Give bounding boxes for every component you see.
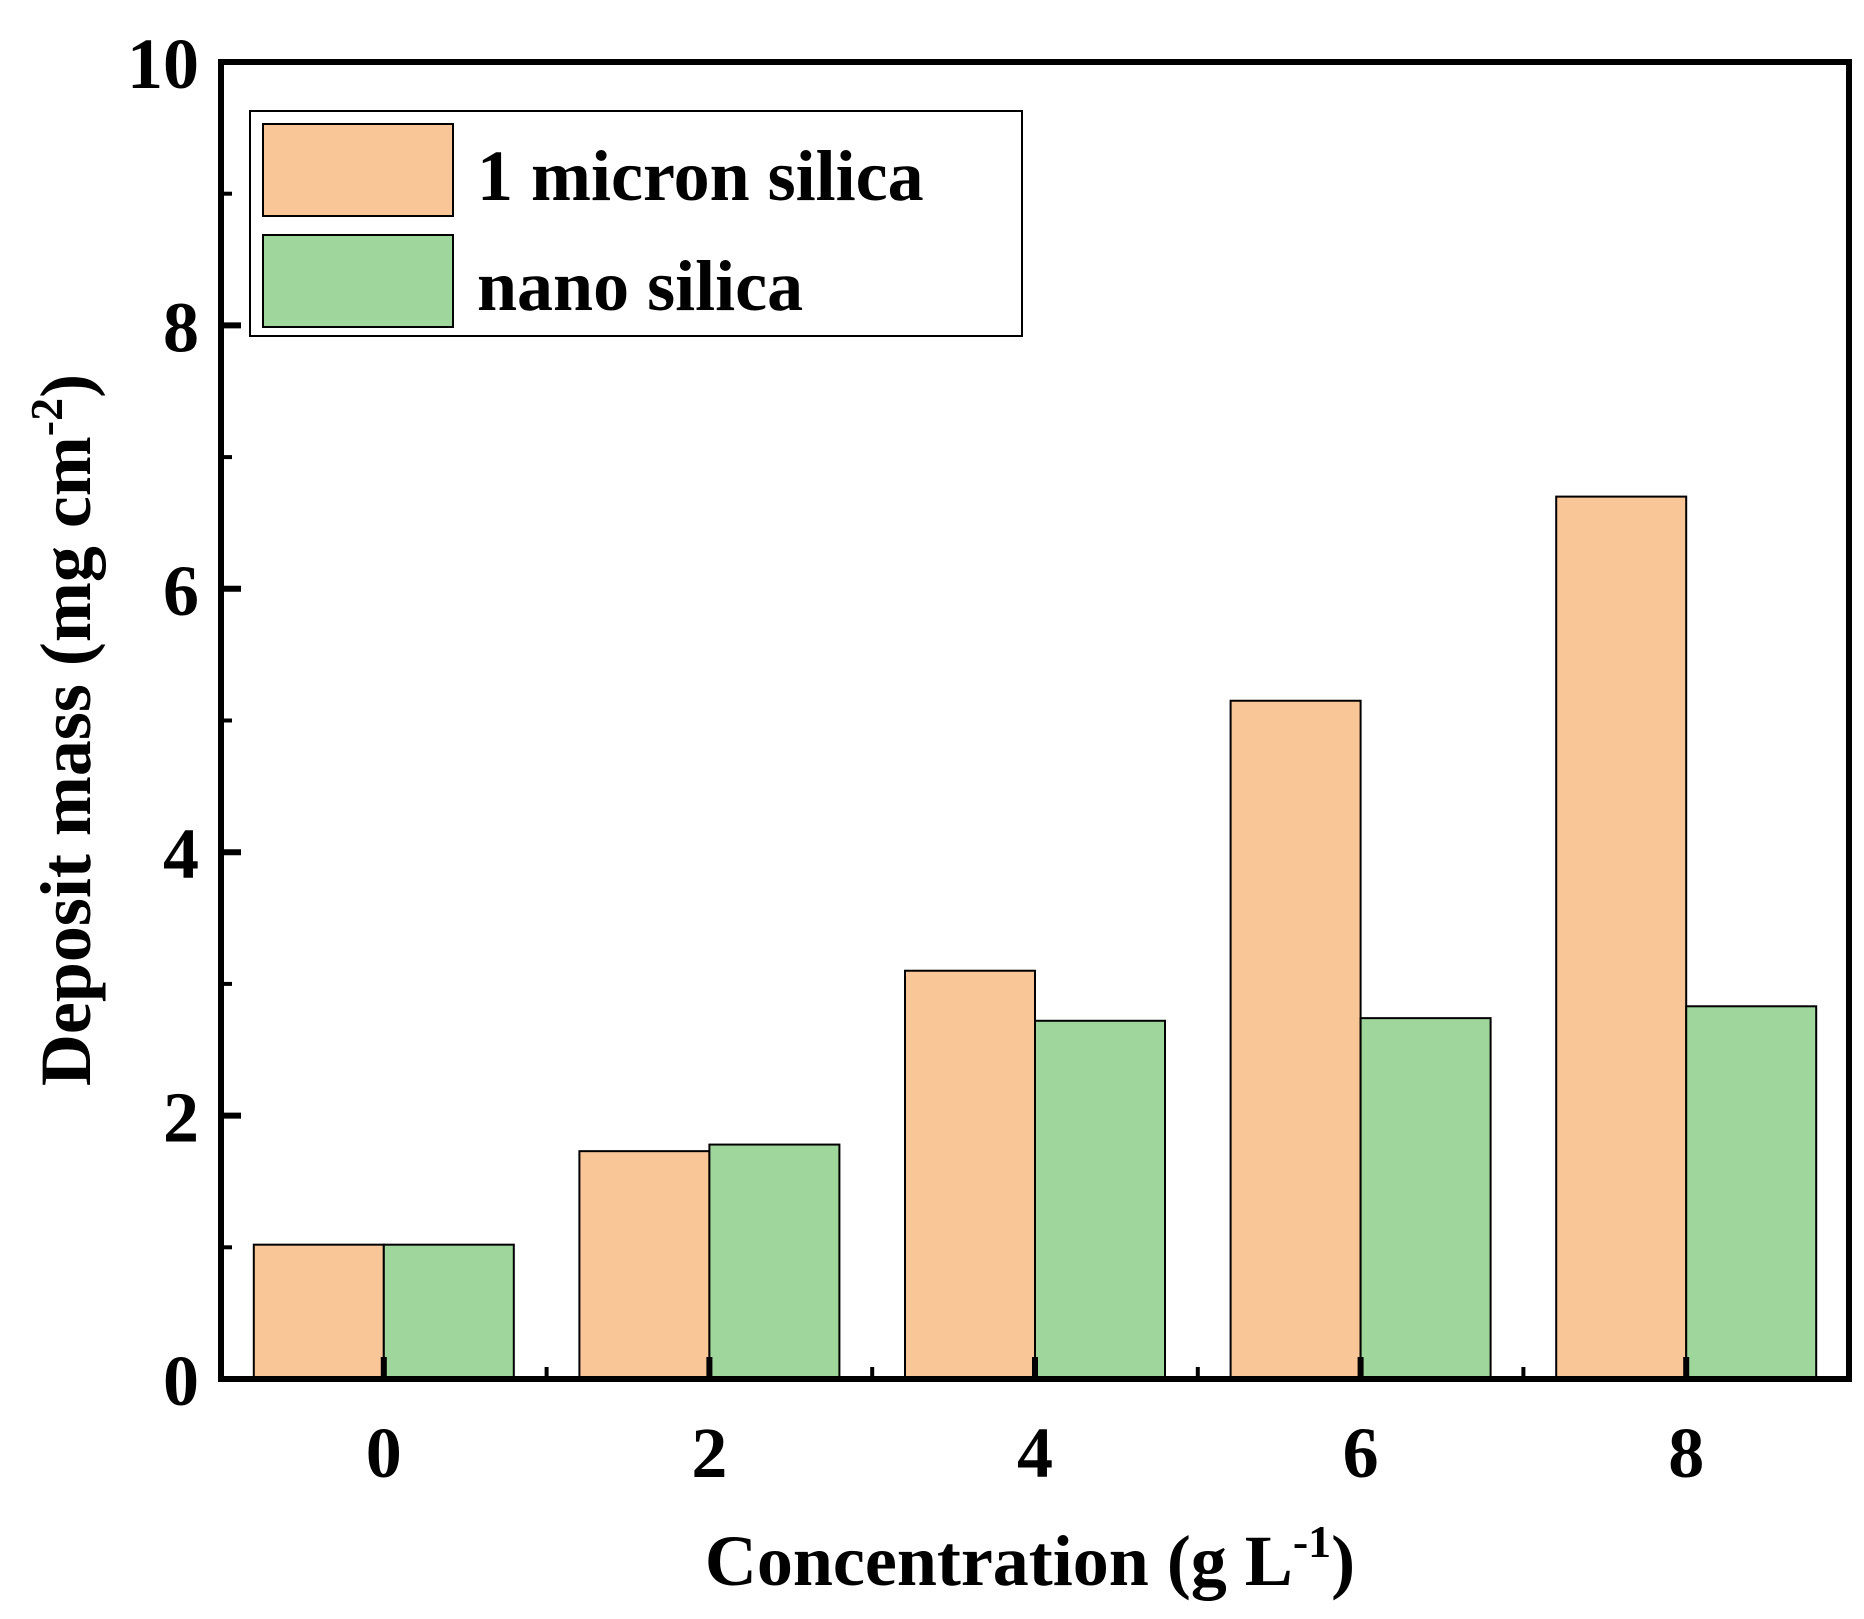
x-tick-label-4: 4: [1017, 1413, 1053, 1493]
y-tick-label-2: 2: [163, 1078, 199, 1158]
bar-nano-silica-8: [1685, 1005, 1818, 1380]
y-tick-label-4: 4: [163, 814, 199, 894]
bars-group: [252, 495, 1818, 1381]
x-axis-title: Concentration (g L-1): [705, 1516, 1355, 1601]
bar-nano-silica-2: [708, 1143, 841, 1380]
bar-nano-silica-4: [1034, 1019, 1166, 1380]
legend-swatch-nano-silica: [262, 234, 454, 328]
x-axis-title-sup: -1: [1293, 1516, 1331, 1567]
bar-nano-silica-6: [1359, 1017, 1492, 1381]
x-axis-title-main: Concentration (g L: [705, 1521, 1293, 1601]
bar-nano-silica-0: [382, 1243, 515, 1381]
bar-1-micron-silica-6: [1229, 699, 1362, 1380]
y-tick-label-8: 8: [163, 287, 199, 367]
x-tick-label-8: 8: [1668, 1413, 1704, 1493]
y-tick-label-6: 6: [163, 551, 199, 631]
x-tick-label-6: 6: [1343, 1413, 1379, 1493]
x-axis-title-close: ): [1331, 1521, 1355, 1601]
y-tick-label-10: 10: [127, 24, 199, 104]
bar-1-micron-silica-8: [1555, 495, 1688, 1380]
y-tick-label-0: 0: [163, 1341, 199, 1421]
y-axis-title: Deposit mass (mg cm-2): [21, 374, 106, 1086]
legend-label-nano-silica: nano silica: [477, 246, 803, 326]
bar-1-micron-silica-2: [578, 1150, 711, 1381]
plot-frame: [218, 59, 1852, 1382]
y-axis-title-sup: -2: [21, 398, 72, 436]
legend-swatch-1-micron-silica: [262, 123, 454, 217]
legend: 1 micron silica nano silica: [249, 110, 1023, 337]
y-axis-title-main: Deposit mass (mg cm: [26, 436, 106, 1086]
x-tick-label-2: 2: [691, 1413, 727, 1493]
tick-labels-group: 0 2 4 6 8 0 2 4 6 8 10: [127, 24, 1704, 1493]
x-tick-label-0: 0: [366, 1413, 402, 1493]
bar-1-micron-silica-4: [904, 969, 1036, 1380]
bar-1-micron-silica-0: [252, 1243, 385, 1381]
y-axis-title-close: ): [26, 374, 106, 398]
legend-label-1-micron-silica: 1 micron silica: [477, 136, 924, 216]
